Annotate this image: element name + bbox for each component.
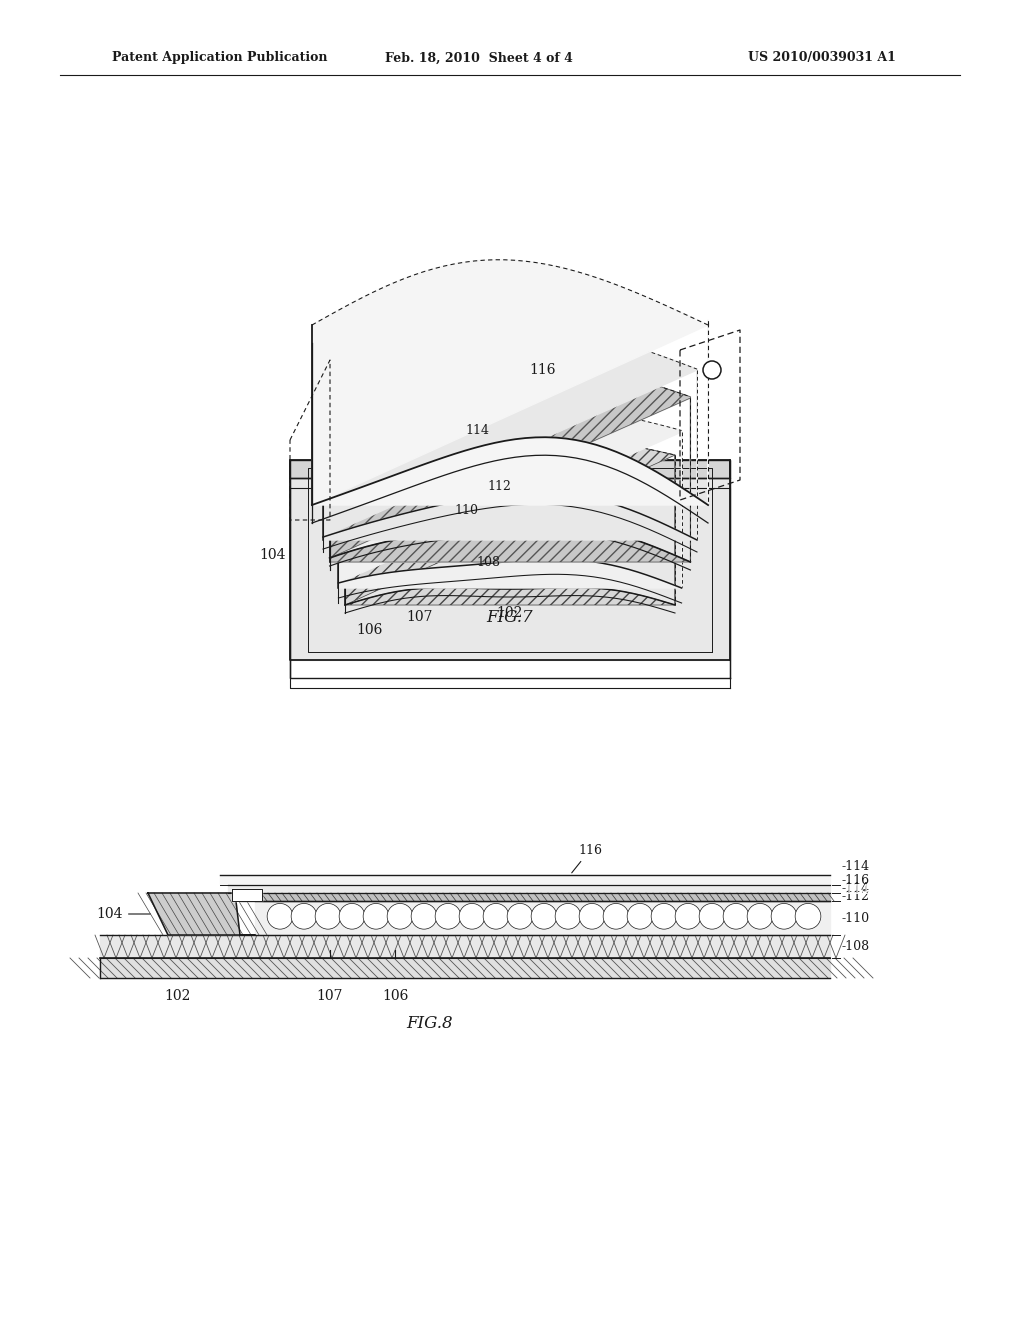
Circle shape	[723, 903, 749, 929]
Circle shape	[507, 903, 532, 929]
Text: 106: 106	[382, 989, 409, 1003]
Circle shape	[339, 903, 365, 929]
Polygon shape	[290, 459, 730, 660]
Text: -114: -114	[842, 883, 870, 895]
Circle shape	[364, 903, 389, 929]
Text: 104: 104	[96, 907, 151, 921]
Text: 108: 108	[476, 556, 500, 569]
Circle shape	[603, 903, 629, 929]
Circle shape	[675, 903, 700, 929]
Text: 114: 114	[465, 424, 489, 437]
Circle shape	[627, 903, 653, 929]
Circle shape	[412, 903, 437, 929]
Polygon shape	[330, 359, 690, 562]
Text: 112: 112	[487, 480, 511, 494]
Text: 116: 116	[529, 363, 556, 378]
Circle shape	[651, 903, 677, 929]
Text: US 2010/0039031 A1: US 2010/0039031 A1	[748, 51, 896, 65]
Text: 110: 110	[454, 503, 478, 516]
Circle shape	[748, 903, 773, 929]
Text: -110: -110	[842, 912, 870, 924]
Polygon shape	[290, 459, 730, 478]
Circle shape	[315, 903, 341, 929]
Circle shape	[703, 360, 721, 379]
Circle shape	[291, 903, 316, 929]
Polygon shape	[228, 884, 830, 894]
Circle shape	[699, 903, 725, 929]
Text: 104: 104	[260, 548, 287, 562]
Text: FIG.7: FIG.7	[486, 610, 534, 627]
Circle shape	[771, 903, 797, 929]
Polygon shape	[148, 894, 255, 935]
Text: 102: 102	[497, 606, 523, 620]
Circle shape	[531, 903, 557, 929]
Text: Feb. 18, 2010  Sheet 4 of 4: Feb. 18, 2010 Sheet 4 of 4	[385, 51, 572, 65]
Polygon shape	[240, 894, 830, 902]
Text: -114: -114	[842, 861, 870, 873]
Circle shape	[796, 903, 821, 929]
Text: Patent Application Publication: Patent Application Publication	[112, 51, 328, 65]
Polygon shape	[232, 888, 262, 902]
Polygon shape	[255, 902, 830, 935]
Circle shape	[435, 903, 461, 929]
Text: 116: 116	[571, 843, 602, 873]
Text: 107: 107	[407, 610, 433, 624]
Polygon shape	[100, 935, 830, 958]
Text: 106: 106	[356, 623, 383, 638]
Polygon shape	[345, 436, 675, 605]
Text: -114: -114	[842, 883, 870, 896]
Text: 107: 107	[316, 989, 343, 1003]
Circle shape	[580, 903, 605, 929]
Polygon shape	[100, 958, 830, 978]
Polygon shape	[338, 403, 682, 587]
Polygon shape	[312, 260, 708, 506]
Circle shape	[267, 903, 293, 929]
Circle shape	[387, 903, 413, 929]
Circle shape	[483, 903, 509, 929]
Text: 102: 102	[165, 989, 191, 1003]
Text: -112: -112	[842, 891, 870, 903]
Polygon shape	[220, 875, 830, 884]
Circle shape	[459, 903, 484, 929]
Text: -116: -116	[842, 874, 870, 887]
Text: -108: -108	[842, 940, 870, 953]
Polygon shape	[323, 322, 697, 540]
Text: FIG.8: FIG.8	[407, 1015, 454, 1031]
Circle shape	[555, 903, 581, 929]
